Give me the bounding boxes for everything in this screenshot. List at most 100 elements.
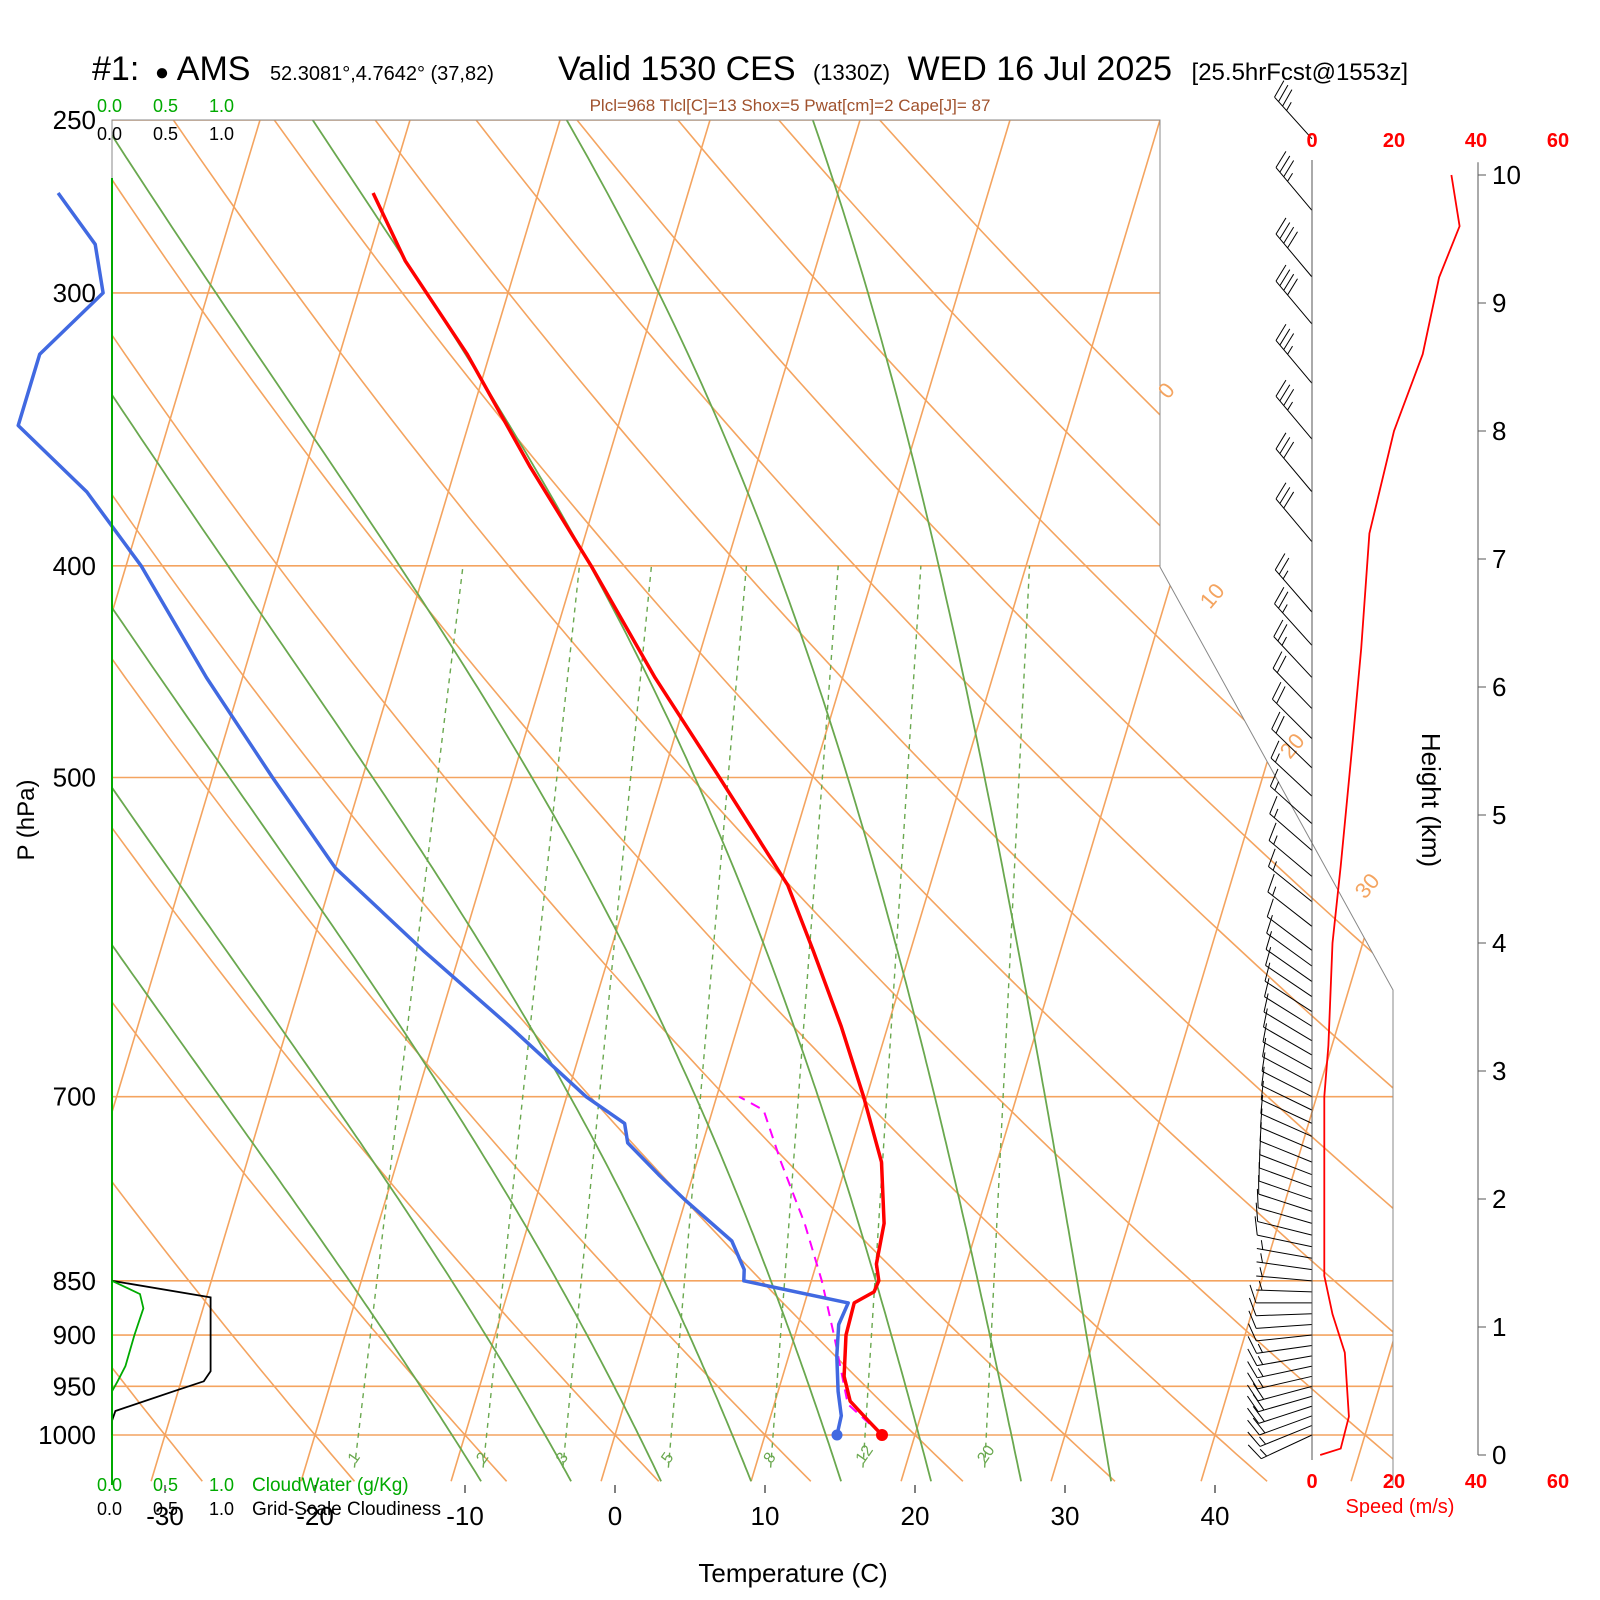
isotherm: [300, 120, 723, 1482]
wind-barb-staff: [1257, 1375, 1313, 1390]
theta-label: 30: [1350, 868, 1385, 903]
wind-barb-staff: [1256, 1355, 1313, 1367]
height-tick-label: 10: [1492, 160, 1521, 190]
dewpoint-trace: [16, 191, 850, 1436]
temperature-tick-label: -10: [446, 1501, 484, 1531]
height-tick-label: 6: [1492, 672, 1506, 702]
wind-barb-staff: [1256, 1248, 1313, 1259]
wind-barb-half-feather: [1287, 345, 1293, 355]
dry-adiabat: [545, 120, 1393, 1482]
moist-adiabat: [112, 120, 842, 1482]
pressure-tick-label: 400: [53, 551, 96, 581]
mixing-ratio-line: [562, 565, 653, 1468]
station-id: #1:: [92, 50, 139, 88]
cloudwater-tick-label: 0.5: [153, 96, 178, 116]
wind-barb-half-feather: [1259, 1436, 1267, 1445]
wind-barb: [1247, 1415, 1313, 1436]
wind-barb-feather: [1278, 591, 1289, 609]
height-speed-panel: 0 1 2 3 4 5 6 7 8 9 10 0 0 20 20 40 40 60 60 Speed (m/s): [1306, 130, 1569, 1518]
height-tick-label: 3: [1492, 1056, 1506, 1086]
wind-barb-feather: [1248, 1323, 1257, 1342]
wind-barb-feather: [1269, 796, 1278, 814]
wind-barb: [1275, 217, 1313, 278]
wind-barb-feather: [1275, 432, 1287, 450]
wind-barb: [1247, 1383, 1313, 1402]
wind-barb-staff: [1266, 932, 1313, 967]
valid-time: Valid 1530 CES: [558, 50, 796, 88]
speed-tick-label: 20: [1383, 130, 1405, 152]
mixing-ratio-label: 3: [553, 1450, 572, 1467]
wind-barb: [1268, 822, 1313, 877]
station-marker: ●: [155, 59, 170, 86]
wind-barb-staff: [1264, 996, 1313, 1027]
height-tick-label: 8: [1492, 416, 1506, 446]
wind-barb: [1247, 1405, 1313, 1424]
wind-barb-staff: [1265, 964, 1313, 998]
speed-tick-label: 0: [1306, 130, 1317, 152]
surface-temperature-dot: [876, 1429, 888, 1441]
wind-barb-half-feather: [1287, 172, 1293, 182]
moist-adiabat: [286, 120, 932, 1482]
wind-barb: [1259, 1135, 1313, 1176]
wind-barb-feather: [1252, 1383, 1265, 1400]
wind-barb-feather: [1265, 931, 1273, 950]
wind-barb-feather: [1277, 624, 1288, 642]
wind-barb-half-feather: [1272, 861, 1277, 871]
wind-barb: [1262, 1023, 1313, 1070]
wind-barb-feather: [1266, 914, 1273, 934]
wind-barb-feather: [1275, 151, 1287, 168]
wind-barb-feather: [1264, 978, 1270, 997]
isotherm: [600, 120, 1023, 1482]
dry-adiabat: [112, 120, 1268, 1482]
dry-adiabat: [112, 120, 660, 1482]
height-tick-label: 5: [1492, 800, 1506, 830]
wind-barb-staff: [1257, 1221, 1313, 1236]
temperature-tick-label: -20: [296, 1501, 334, 1531]
wind-barb-staff: [1275, 340, 1313, 384]
wind-barb-staff: [1272, 698, 1313, 740]
wind-barb-staff: [1260, 1113, 1313, 1137]
station-name: AMS: [177, 50, 251, 88]
wind-barb: [1263, 1008, 1313, 1056]
wind-barb: [1247, 1348, 1313, 1367]
mixing-ratio-line: [769, 565, 839, 1468]
wind-barb: [1258, 1148, 1313, 1188]
cloudwater-tick-label: 1.0: [209, 96, 234, 116]
wind-barb-feather: [1247, 1336, 1257, 1354]
mixing-ratio-label: 5: [658, 1450, 677, 1467]
wind-barb: [1259, 1122, 1313, 1163]
wind-barb: [1275, 379, 1313, 440]
wind-barb-staff: [1258, 1193, 1313, 1212]
wind-barb-half-feather: [1259, 1267, 1263, 1277]
wind-barb-staff: [1275, 395, 1313, 440]
wind-barb: [1247, 1336, 1313, 1354]
wind-barb: [1265, 946, 1313, 998]
wind-barb-feather: [1261, 1052, 1266, 1072]
wind-barb: [1248, 1297, 1313, 1317]
wind-barbs: [1247, 80, 1313, 1460]
wind-barb-feather: [1247, 1444, 1262, 1460]
wind-barb-feather: [1263, 993, 1269, 1013]
moist-adiabat: [798, 120, 1112, 1482]
cloud-panel: 0.0 0.5 1.0 0.0 0.5 1.0 0.0 0.5 1.0 0.0 0.5 1.0 Clou…: [97, 96, 441, 1520]
wind-barb: [1275, 324, 1313, 384]
cloudwater-axis-title: CloudWater (g/Kg): [252, 1475, 409, 1496]
wind-barb-feather: [1283, 491, 1295, 509]
wind-barb: [1247, 1425, 1313, 1447]
wind-barb-half-feather: [1274, 753, 1280, 763]
x-axis-title: Temperature (C): [698, 1558, 887, 1588]
wind-barb-half-feather: [1273, 808, 1279, 818]
wind-barb-feather: [1273, 619, 1284, 637]
wind-barb: [1264, 962, 1313, 1013]
wind-barb-feather: [1282, 89, 1293, 107]
isotherm: [1350, 120, 1393, 1482]
wind-barb-feather: [1283, 441, 1295, 459]
temperature-tick-label: 40: [1201, 1501, 1230, 1531]
wind-speed-trace: [1319, 174, 1461, 1456]
wind-barb-staff: [1274, 569, 1313, 613]
wind-barb-staff: [1272, 668, 1313, 710]
wind-barb-feather: [1260, 1094, 1264, 1114]
wind-barb-feather: [1278, 84, 1289, 102]
station-coords: 52.3081°,4.7642° (37,82): [270, 63, 494, 85]
temperature-tick-label: -30: [146, 1501, 184, 1531]
